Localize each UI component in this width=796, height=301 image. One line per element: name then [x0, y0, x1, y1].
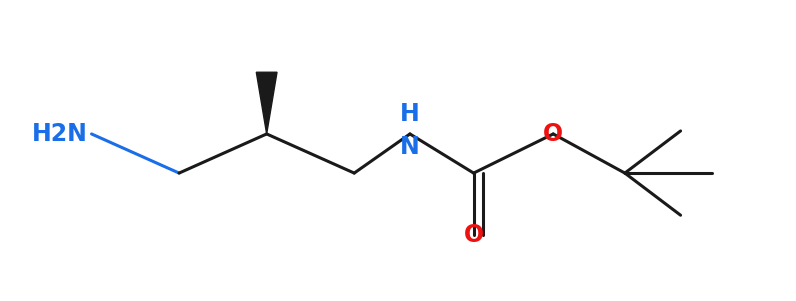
Text: N: N [400, 135, 419, 160]
Text: O: O [543, 122, 564, 146]
Text: H2N: H2N [32, 122, 88, 146]
Text: H: H [400, 102, 419, 126]
Text: O: O [463, 223, 484, 247]
Polygon shape [256, 72, 277, 134]
